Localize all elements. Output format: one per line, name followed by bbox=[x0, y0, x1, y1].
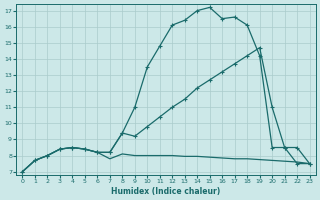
X-axis label: Humidex (Indice chaleur): Humidex (Indice chaleur) bbox=[111, 187, 221, 196]
